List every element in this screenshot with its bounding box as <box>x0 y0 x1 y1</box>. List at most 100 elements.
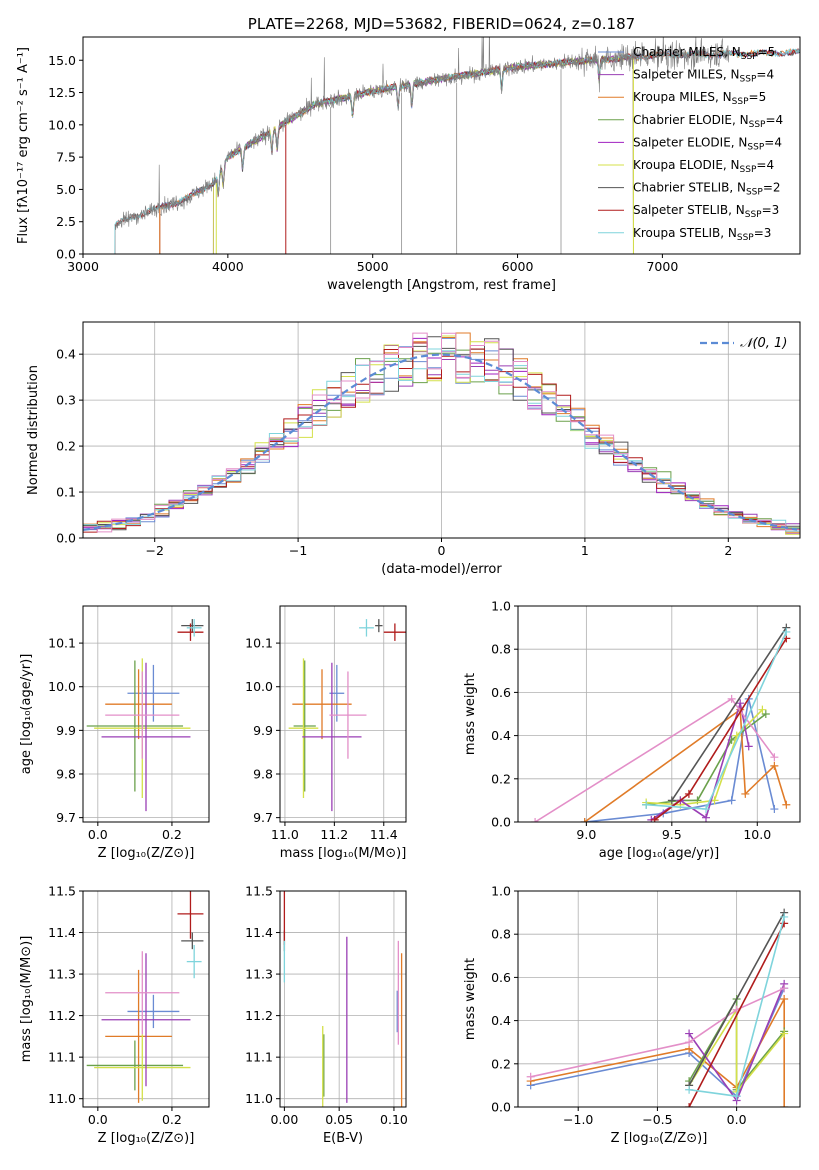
weight_vs_age-point <box>531 818 540 822</box>
legend-entry-name: Kroupa MILES, N <box>633 90 732 104</box>
weight_vs_age-point <box>761 710 770 718</box>
spectrum-frame <box>82 36 801 255</box>
weight_vs_age-point <box>736 699 745 708</box>
legend-entry-sub: SSP <box>732 97 749 107</box>
legend-entry-suffix: =2 <box>763 181 781 195</box>
mass_vs_ebv-ytick-label: 11.0 <box>245 1091 273 1106</box>
weight_vs_age-xtick-label: 10.0 <box>743 827 771 842</box>
mass_vs_Z-frame <box>82 890 210 1108</box>
gaussian-legend-label: 𝒩(0, 1) <box>740 336 787 351</box>
mass_vs_Z-axes: 0.0 0.2 11.0 11.1 11.2 11.3 11.4 11.5 Z [log₁₀(Z… <box>19 884 209 1146</box>
weight_vs_Z-frame <box>517 890 801 1108</box>
weight_vs_Z-ytick-label: 0.2 <box>491 1056 511 1071</box>
residuals-ytick-label: 0.1 <box>56 485 76 500</box>
legend-entry-sub: SSP <box>745 210 762 220</box>
mass_vs_Z-ytick-label: 11.5 <box>48 884 76 899</box>
weight_vs_Z-series-line <box>530 987 785 1078</box>
spectrum-model-line <box>212 54 634 254</box>
age_vs_mass-ytick-label: 10.0 <box>245 679 273 694</box>
weight_vs_age-xtick-label: 9.5 <box>662 827 682 842</box>
residuals-xtick-label: 2 <box>724 543 732 558</box>
mass_vs_ebv-xtick-label: 0.10 <box>380 1112 408 1127</box>
residuals-plot <box>83 332 800 535</box>
spectrum-xlabel: wavelength [Angstrom, rest frame] <box>327 278 556 293</box>
residuals-ytick-label: 0.4 <box>56 347 76 362</box>
weight_vs_age-plot <box>531 623 791 822</box>
mass_vs_ebv-xlabel: E(B-V) <box>323 1131 363 1146</box>
weight_vs_age-point <box>702 805 710 814</box>
mass_vs_ebv-frame <box>279 890 407 1108</box>
mass_vs_Z-ytick-label: 11.0 <box>48 1091 76 1106</box>
legend-entry-sub: SSP <box>746 188 763 198</box>
residuals-xtick-label: 0 <box>438 543 446 558</box>
age_vs_Z-xtick-label: 0.2 <box>162 827 182 842</box>
weight_vs_age-point <box>667 796 676 805</box>
spectrum-ytick-label: 12.5 <box>48 85 76 100</box>
weight_vs_Z-point <box>685 1029 694 1038</box>
age_vs_Z-ytick-label: 9.9 <box>56 723 76 738</box>
weight_vs_age-point <box>782 627 791 636</box>
weight_vs_age-point <box>702 813 710 822</box>
mass_vs_ebv-axes: 0.00 0.05 0.10 11.0 11.1 11.2 11.3 11.4 11.5 E(B-… <box>245 884 408 1147</box>
weight_vs_Z-ytick-label: 0.4 <box>491 1013 511 1028</box>
weight_vs_age-point <box>758 705 767 714</box>
weight_vs_Z-point <box>685 1103 694 1107</box>
legend-entry: Kroupa STELIB, NSSP=3 <box>633 226 771 243</box>
legend-entry-name: Salpeter ELODIE, N <box>633 135 747 149</box>
weight_vs_Z-xtick-label: −0.5 <box>642 1112 672 1127</box>
residuals-ylabel: Normed distribution <box>26 365 41 495</box>
weight_vs_age-point <box>782 800 791 809</box>
age_vs_mass-ytick-label: 10.1 <box>245 636 273 651</box>
legend-entry-sub: SSP <box>740 75 757 85</box>
weight_vs_age-ylabel: mass weight <box>463 673 478 755</box>
weight_vs_Z-point <box>780 984 789 993</box>
weight_vs_Z-xlabel: Z [log₁₀(Z/Z⊙)] <box>611 1131 708 1146</box>
mass_vs_Z-xtick-label: 0.2 <box>162 1112 182 1127</box>
legend-entry-sub: SSP <box>740 165 757 175</box>
legend-entry-name: Chabrier ELODIE, N <box>633 113 749 127</box>
age_vs_mass-ytick-label: 9.9 <box>253 723 273 738</box>
weight_vs_Z-ytick-label: 0.0 <box>491 1100 511 1115</box>
spectrum-xtick-label: 6000 <box>502 259 534 274</box>
age_vs_Z-frame <box>82 605 210 823</box>
residuals-ytick-label: 0.0 <box>56 531 76 546</box>
weight_vs_age-point <box>770 805 779 814</box>
weight_vs_age-series-line <box>671 627 787 801</box>
weight_vs_age-ytick-label: 0.4 <box>491 728 511 743</box>
weight_vs_Z-point <box>780 995 789 1003</box>
weight_vs_age-frame <box>517 605 801 823</box>
weight_vs_Z-point <box>685 1085 694 1094</box>
age_vs_Z-plot <box>86 619 204 812</box>
age_vs_mass-plot <box>288 619 406 812</box>
spectrum-xtick-label: 3000 <box>67 259 99 274</box>
spectrum-ytick-label: 5.0 <box>56 182 76 197</box>
age_vs_Z-ytick-label: 10.0 <box>48 679 76 694</box>
legend-entry-suffix: =3 <box>754 226 772 240</box>
legend-entry-name: Chabrier MILES, N <box>633 45 741 59</box>
weight_vs_Z-ytick-label: 1.0 <box>491 884 511 899</box>
age_vs_Z-axes: 0.0 0.2 9.7 9.8 9.9 10.0 10.1 Z [log₁₀(Z/Z⊙)] ag… <box>19 606 209 861</box>
legend-entry-name: Kroupa ELODIE, N <box>633 158 740 172</box>
legend-entry-name: Salpeter MILES, N <box>633 68 740 82</box>
legend-entry-sub: SSP <box>741 52 758 62</box>
weight_vs_Z-point <box>732 1092 741 1101</box>
mass_vs_ebv-ytick-label: 11.3 <box>245 967 273 982</box>
weight_vs_Z-point <box>526 1072 535 1081</box>
weight_vs_age-point <box>684 789 693 798</box>
spectrum-xtick-label: 4000 <box>212 259 244 274</box>
legend-entry: Salpeter STELIB, NSSP=3 <box>633 203 779 220</box>
weight_vs_Z-point <box>685 1038 694 1047</box>
weight_vs_age-point <box>580 818 589 822</box>
legend-entry-sub: SSP <box>747 142 764 152</box>
age_vs_Z-xlabel: Z [log₁₀(Z/Z⊙)] <box>98 846 195 861</box>
spectrum-ytick-label: 7.5 <box>56 150 76 165</box>
legend-entry: Kroupa ELODIE, NSSP=4 <box>633 158 774 175</box>
spectrum-ylabel: Flux [fλ10⁻¹⁷ erg cm⁻² s⁻¹ A⁻¹] <box>16 47 31 244</box>
mass_vs_ebv-xtick-label: 0.05 <box>325 1112 353 1127</box>
age_vs_Z-xtick-label: 0.0 <box>88 827 108 842</box>
residuals-frame <box>82 321 801 539</box>
legend-entry-sub: SSP <box>749 120 766 130</box>
weight_vs_age-ytick-label: 1.0 <box>491 599 511 614</box>
mass_vs_Z-ytick-label: 11.4 <box>48 925 76 940</box>
